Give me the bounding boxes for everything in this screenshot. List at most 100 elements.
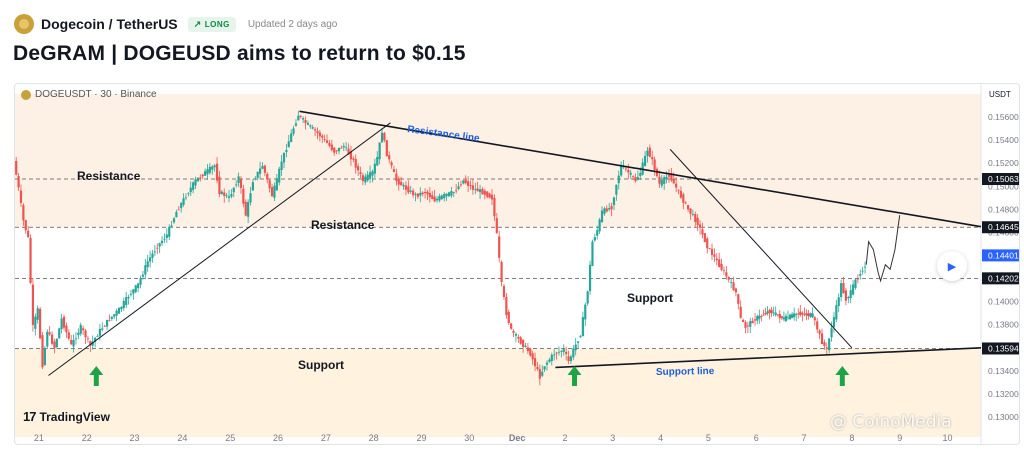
candle-body: [706, 238, 709, 249]
candle-body: [261, 166, 264, 169]
chart-symbol-info: DOGEUSDT · 30 · Binance: [21, 89, 157, 100]
candle-body: [663, 177, 666, 184]
candle-body: [172, 218, 176, 223]
candle-body: [612, 197, 616, 206]
candle-body: [689, 208, 692, 214]
candle-body: [175, 211, 178, 218]
candle-body: [813, 317, 816, 321]
candle-body: [122, 300, 125, 309]
candle-body: [698, 224, 702, 228]
candle-body: [608, 208, 611, 210]
candle-body: [412, 190, 415, 196]
candle-body: [242, 188, 245, 204]
up-arrow-icon: [835, 366, 850, 386]
candle-body: [849, 290, 852, 299]
y-tick-label: 0.13000: [988, 412, 1019, 422]
candle-body: [199, 177, 202, 179]
candle-body: [347, 148, 350, 155]
candle-body: [194, 179, 197, 186]
candle-body: [435, 198, 439, 201]
candle-body: [58, 328, 61, 339]
x-tick-label: Dec: [509, 433, 526, 443]
candle-body: [739, 306, 742, 318]
candle-body: [273, 185, 276, 198]
price-chart[interactable]: ResistanceResistanceSupportSupportResist…: [15, 84, 1020, 445]
candle-body: [653, 159, 656, 171]
candle-body: [696, 217, 699, 226]
candle-body: [438, 196, 441, 201]
candle-body: [290, 133, 293, 142]
candle-body: [832, 317, 836, 328]
long-badge: ↗ LONG: [187, 16, 236, 32]
candle-body: [380, 132, 384, 143]
candle-body: [146, 261, 149, 268]
updated-time: Updated 2 days ago: [247, 18, 338, 30]
resistance-label-1: Resistance: [77, 169, 141, 183]
candle-body: [67, 332, 70, 339]
candle-body: [366, 174, 369, 181]
candle-body: [55, 338, 58, 348]
x-tick-label: 2: [562, 433, 567, 443]
play-button[interactable]: ▶: [937, 251, 967, 281]
x-tick-label: 4: [658, 433, 663, 443]
symbol-name[interactable]: Dogecoin / TetherUS: [41, 16, 178, 32]
candle-body: [278, 168, 281, 183]
candle-body: [17, 175, 20, 188]
candle-body: [591, 241, 594, 266]
candle-body: [627, 170, 630, 173]
candle-body: [500, 261, 503, 283]
candle-body: [340, 147, 343, 149]
candle-body: [469, 185, 472, 187]
tradingview-logo[interactable]: 17 TradingView: [23, 409, 110, 424]
chart-container[interactable]: Resistance Resistance Support Support Resist…: [14, 83, 1020, 445]
candle-body: [760, 316, 763, 317]
candle-body: [467, 181, 470, 186]
candle-body: [98, 328, 101, 336]
candle-body: [177, 209, 180, 211]
candle-body: [120, 306, 123, 310]
y-tick-label: 0.13400: [988, 366, 1019, 376]
candle-body: [251, 182, 255, 191]
candle-body: [318, 132, 321, 137]
support-label-1: Support: [298, 358, 344, 372]
candle-body: [861, 270, 864, 272]
candle-body: [835, 305, 838, 320]
candle-body: [522, 339, 525, 348]
candle-body: [498, 236, 501, 258]
candle-body: [567, 356, 570, 362]
candle-body: [565, 351, 568, 355]
candle-body: [788, 314, 792, 320]
candle-body: [342, 145, 345, 148]
candle-body: [223, 192, 226, 196]
candle-body: [620, 164, 623, 176]
candle-body: [388, 155, 391, 160]
candle-body: [132, 289, 135, 294]
candle-body: [459, 184, 463, 186]
badge-label: LONG: [204, 19, 230, 29]
candle-body: [643, 155, 647, 166]
candle-body: [490, 194, 494, 200]
candle-body: [192, 182, 195, 190]
candle-body: [596, 230, 599, 236]
candle-body: [605, 208, 608, 212]
candle-body: [840, 283, 843, 298]
candle-body: [665, 176, 668, 180]
candle-body: [203, 171, 207, 176]
candle-body: [84, 330, 87, 338]
candle-body: [651, 156, 654, 160]
candle-body: [727, 276, 730, 280]
candle-body: [431, 195, 434, 199]
candle-body: [34, 316, 37, 329]
candle-body: [837, 297, 840, 307]
x-tick-label: 25: [225, 433, 235, 443]
price-tag-label: 0.15063: [988, 174, 1019, 184]
candle-body: [299, 115, 302, 117]
candle-body: [266, 173, 269, 180]
candle-body: [828, 338, 831, 351]
price-tag: [982, 221, 1019, 234]
candle-body: [354, 159, 357, 168]
candle-body: [65, 325, 68, 333]
candle-body: [419, 192, 422, 196]
price-tag: [982, 342, 1019, 355]
price-tag: [982, 249, 1019, 262]
